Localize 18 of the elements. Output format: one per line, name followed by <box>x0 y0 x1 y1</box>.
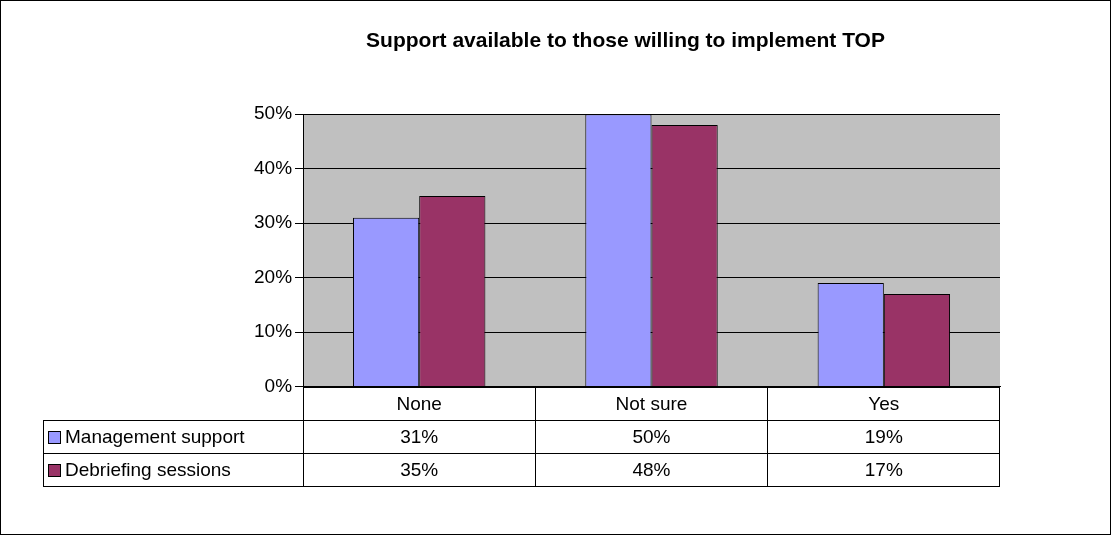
legend-label: Debriefing sessions <box>43 453 304 487</box>
data-label: 50% <box>535 420 768 454</box>
data-label: 35% <box>303 453 536 487</box>
data-label: 48% <box>535 453 768 487</box>
x-tick-label: None <box>303 387 536 421</box>
data-label: 19% <box>767 420 1000 454</box>
y-tick-label: 10% <box>254 320 293 342</box>
data-label: 17% <box>767 453 1000 487</box>
y-tick-label: 30% <box>254 211 293 233</box>
data-label: 31% <box>303 420 536 454</box>
y-tick-label: 0% <box>264 374 293 396</box>
y-tick-label: 20% <box>254 265 293 287</box>
y-tick-label: 40% <box>254 156 293 178</box>
y-tick-label: 50% <box>254 102 293 124</box>
legend-label: Management support <box>43 420 304 454</box>
chart-title: Support available to those willing to implement TOP <box>366 28 885 52</box>
x-tick-label: Yes <box>767 387 1000 421</box>
x-tick-label: Not sure <box>535 387 768 421</box>
